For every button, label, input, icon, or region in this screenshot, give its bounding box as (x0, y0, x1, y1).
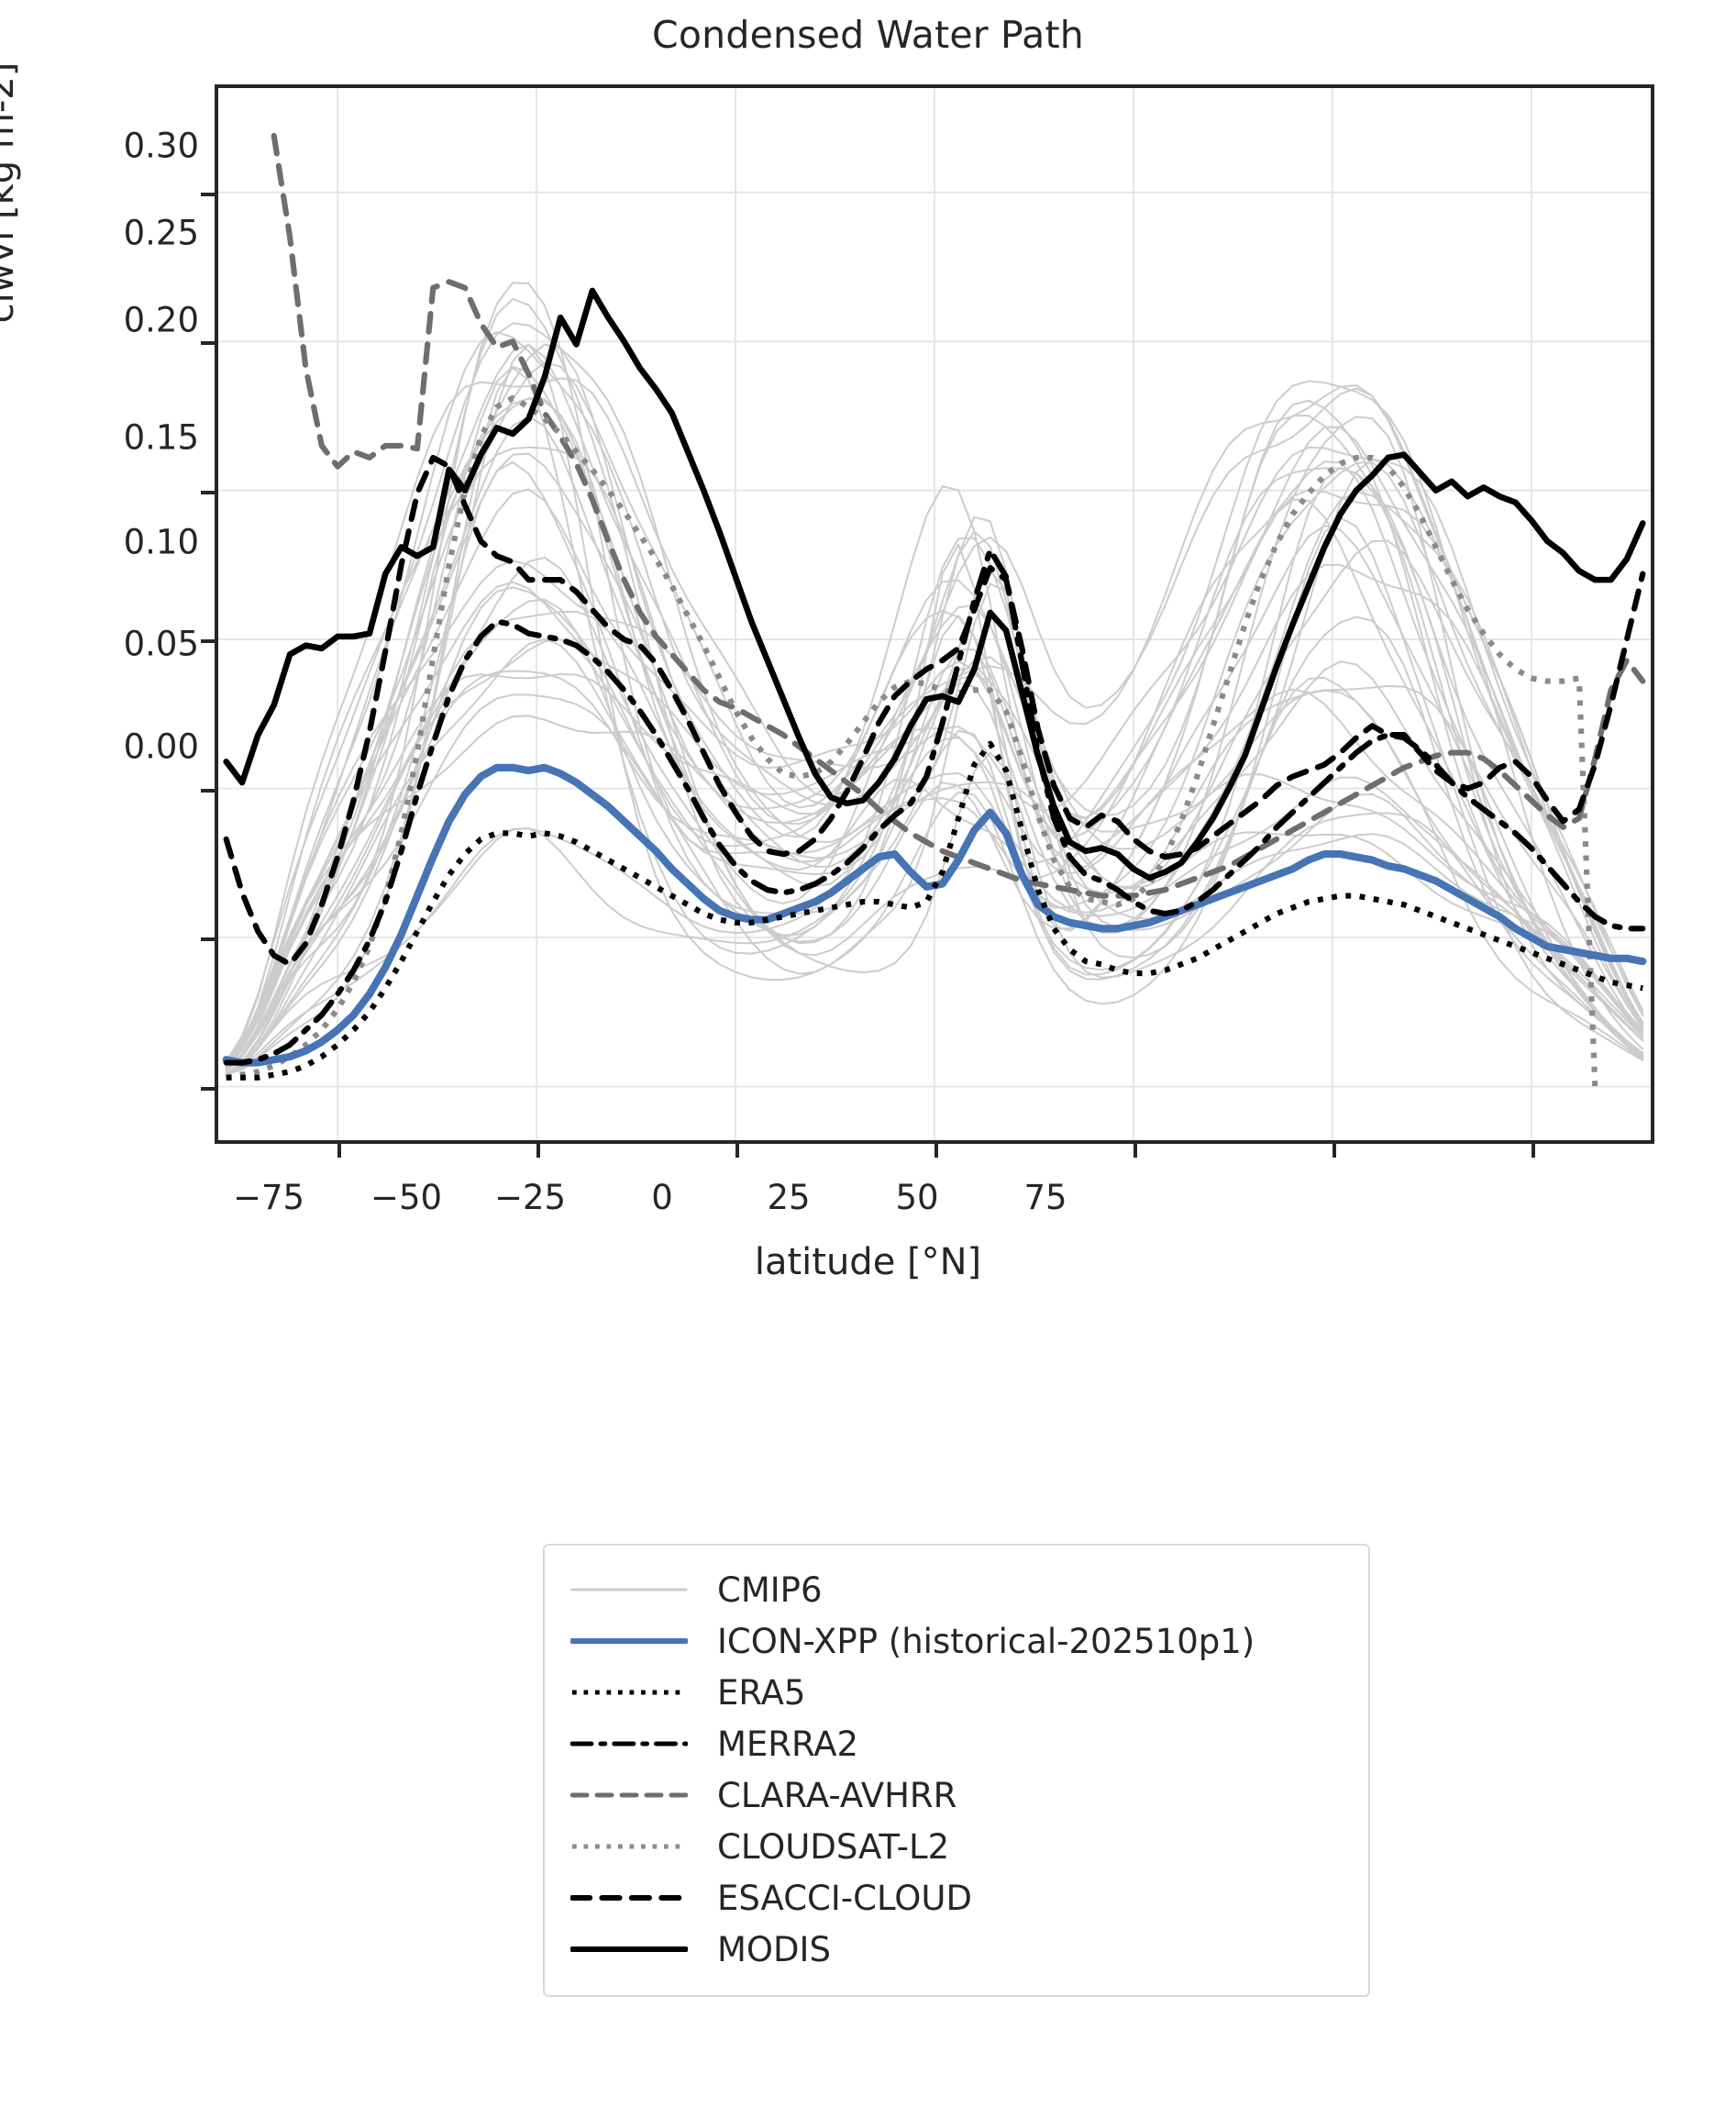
x-tick-mark (337, 1142, 342, 1158)
legend-item-modis[interactable]: MODIS (545, 1924, 1368, 1975)
legend-item-icon-xpp-historical-202510p1[interactable]: ICON-XPP (historical-202510p1) (545, 1615, 1368, 1667)
x-axis-label: latitude [°N] (754, 1241, 982, 1283)
y-tick-mark (201, 1086, 216, 1091)
y-tick-mark (201, 937, 216, 942)
cmip6-member-line (225, 488, 1644, 1064)
y-tick-mark (201, 341, 216, 346)
legend-item-label: CLARA-AVHRR (717, 1775, 957, 1815)
legend-item-label: CMIP6 (717, 1569, 823, 1610)
legend-line-swatch (570, 1579, 688, 1601)
x-tick-mark (1133, 1142, 1137, 1158)
y-tick-mark (201, 490, 216, 494)
legend-item-cloudsat-l2[interactable]: CLOUDSAT-L2 (545, 1821, 1368, 1872)
x-tick-label: 75 (1023, 1178, 1067, 1217)
cmip6-member-line (225, 516, 1644, 1076)
x-tick-mark (934, 1142, 938, 1158)
x-tick-label: 0 (651, 1178, 673, 1217)
cmip6-member-line (225, 446, 1644, 1065)
series-line-modis (223, 287, 1646, 882)
legend-item-label: ESACCI-CLOUD (717, 1878, 972, 1918)
legend: CMIP6 ICON-XPP (historical-202510p1) ERA5 M… (543, 1544, 1370, 1997)
legend-item-label: ERA5 (717, 1672, 806, 1713)
x-tick-label: −25 (493, 1178, 567, 1217)
y-tick-label: 0.05 (123, 624, 199, 664)
x-tick-label: −75 (232, 1178, 305, 1217)
x-tick-label: −50 (370, 1178, 443, 1217)
legend-line-swatch (570, 1630, 688, 1652)
series-line-era5 (226, 740, 1643, 1081)
plot-canvas (218, 88, 1651, 1140)
x-tick-label: 25 (767, 1178, 811, 1217)
series-line-cloudsat-l2 (226, 394, 1598, 1087)
y-tick-label: 0.25 (123, 213, 199, 253)
x-tick-mark (1531, 1142, 1535, 1158)
y-tick-label: 0.00 (123, 726, 199, 767)
cmip6-member-line (225, 343, 1644, 1068)
legend-item-cmip6[interactable]: CMIP6 (545, 1564, 1368, 1615)
plot-area (215, 84, 1654, 1144)
y-axis-label: clwvi [kg m-2] (0, 61, 22, 324)
legend-item-label: ICON-XPP (historical-202510p1) (717, 1621, 1255, 1661)
y-tick-label: 0.10 (123, 522, 199, 562)
cmip6-member-line (225, 461, 1644, 1072)
legend-item-esacci-cloud[interactable]: ESACCI-CLOUD (545, 1872, 1368, 1924)
y-tick-mark (201, 639, 216, 644)
legend-item-clara-avhrr[interactable]: CLARA-AVHRR (545, 1769, 1368, 1821)
legend-item-label: CLOUDSAT-L2 (717, 1826, 950, 1867)
legend-line-swatch (570, 1835, 688, 1857)
cmip6-member-line (225, 397, 1644, 1072)
x-tick-mark (536, 1142, 541, 1158)
y-tick-label: 0.30 (123, 126, 199, 166)
legend-line-swatch (570, 1681, 688, 1703)
y-tick-label: 0.15 (123, 417, 199, 458)
legend-line-swatch (570, 1938, 688, 1960)
cmip6-member-line (225, 366, 1644, 1076)
x-tick-mark (1332, 1142, 1336, 1158)
cmip6-member-line (225, 537, 1644, 1071)
x-tick-mark (735, 1142, 740, 1158)
series-line-esacci-cloud (223, 454, 1646, 968)
legend-item-merra2[interactable]: MERRA2 (545, 1718, 1368, 1769)
legend-line-swatch (570, 1733, 688, 1755)
cmip6-member-line (225, 416, 1644, 1076)
cmip6-member-line (225, 460, 1644, 1076)
legend-item-era5[interactable]: ERA5 (545, 1667, 1368, 1718)
cmip6-member-line (225, 322, 1644, 1068)
legend-line-swatch (570, 1887, 688, 1909)
cmip6-member-line (225, 525, 1644, 1075)
chart-title: Condensed Water Path (652, 13, 1084, 57)
cmip6-member-line (225, 489, 1644, 1068)
legend-item-label: MERRA2 (717, 1724, 859, 1764)
x-tick-label: 50 (895, 1178, 939, 1217)
y-tick-mark (201, 192, 216, 196)
cmip6-member-line (225, 491, 1644, 1073)
y-tick-mark (201, 788, 216, 793)
legend-item-label: MODIS (717, 1929, 831, 1969)
cmip6-member-line (225, 343, 1644, 1068)
y-tick-label: 0.20 (123, 300, 199, 340)
cmip6-member-line (225, 282, 1644, 1071)
legend-line-swatch (570, 1784, 688, 1806)
